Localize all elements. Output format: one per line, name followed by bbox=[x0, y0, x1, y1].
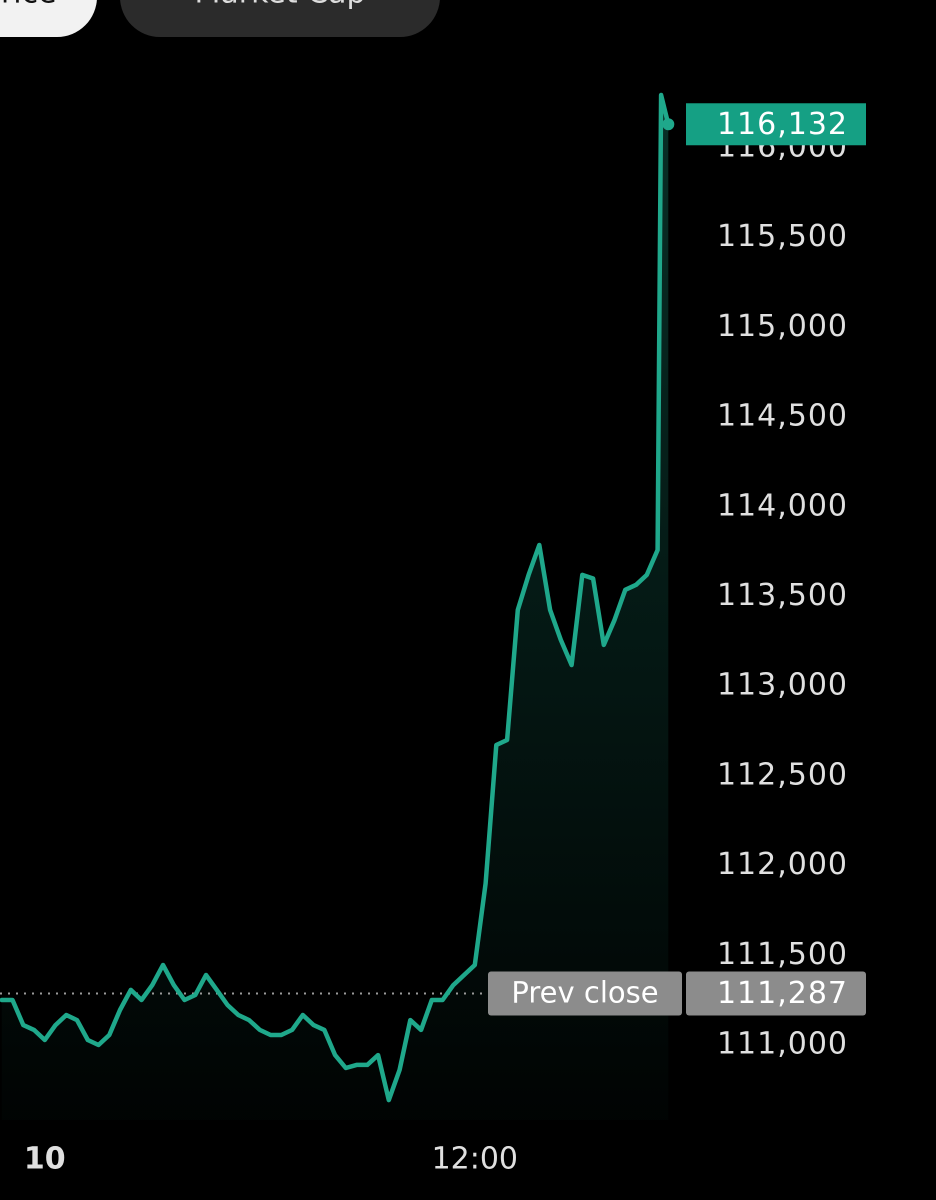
x-tick-label: 10 bbox=[24, 1142, 66, 1177]
line bbox=[0, 92, 671, 1103]
prev-close-tag bbox=[488, 971, 682, 1016]
tab-bar: Price Market Cap bbox=[0, 0, 440, 37]
tab-price[interactable] bbox=[0, 0, 97, 37]
tab-label: Market Cap bbox=[194, 0, 365, 11]
y-tick-label: 111,500 bbox=[717, 937, 848, 972]
y-tick-label: 112,000 bbox=[717, 847, 848, 882]
tab-label: Price bbox=[0, 0, 57, 11]
last-value-tag bbox=[686, 103, 866, 146]
y-tick-label: 113,000 bbox=[717, 668, 848, 703]
y-tick-label: 112,500 bbox=[717, 757, 848, 792]
y-tick-label: 114,000 bbox=[717, 488, 848, 523]
y-tick-label: 114,500 bbox=[717, 399, 848, 434]
area bbox=[1, 95, 669, 1120]
y-tick-label: 113,500 bbox=[717, 578, 848, 613]
y-tick-label: 111,000 bbox=[717, 1027, 848, 1062]
y-tick-label: 115,000 bbox=[717, 309, 848, 344]
tab-market-cap[interactable] bbox=[120, 0, 440, 37]
prev-close-value-tag bbox=[686, 971, 866, 1016]
last-value-label: 116,132 bbox=[717, 107, 848, 142]
last-point bbox=[662, 118, 675, 131]
y-tick-label: 115,500 bbox=[717, 219, 848, 254]
x-tick-label: 12:00 bbox=[432, 1142, 518, 1177]
prev-close-label: Prev close bbox=[511, 976, 658, 1010]
plot: 111,000 111,500 112,000 112,500 113,000 113,5… bbox=[0, 92, 866, 1177]
prev-close-value: 111,287 bbox=[717, 976, 848, 1011]
